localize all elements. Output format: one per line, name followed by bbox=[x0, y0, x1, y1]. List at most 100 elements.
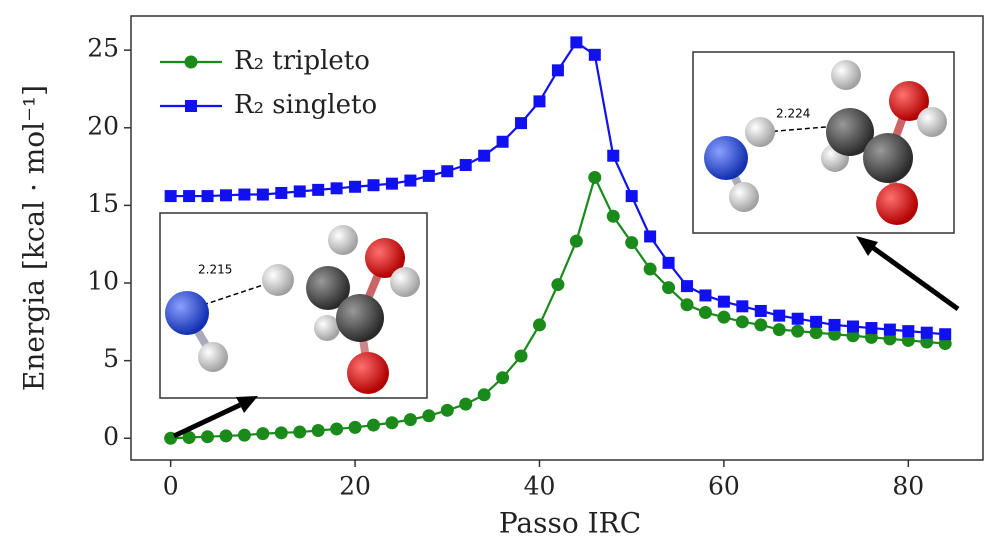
y-tick-label: 0 bbox=[103, 422, 119, 451]
y-axis-label: Energia [kcal · mol⁻¹] bbox=[18, 85, 51, 391]
marker bbox=[551, 278, 564, 291]
marker bbox=[810, 326, 823, 339]
marker bbox=[312, 424, 325, 437]
marker bbox=[718, 296, 730, 308]
marker bbox=[238, 189, 250, 201]
marker bbox=[570, 36, 582, 48]
marker bbox=[939, 328, 951, 340]
annotation: 2.215 bbox=[198, 263, 232, 277]
annotation: 2.224 bbox=[776, 107, 810, 121]
marker bbox=[588, 171, 601, 184]
marker bbox=[699, 306, 712, 319]
y-tick-label: 5 bbox=[103, 344, 119, 373]
marker bbox=[367, 419, 380, 432]
y-tick-label: 25 bbox=[87, 34, 119, 63]
marker bbox=[607, 150, 619, 162]
marker bbox=[257, 189, 269, 201]
marker bbox=[570, 235, 583, 248]
inset: 2.224 bbox=[693, 52, 954, 233]
marker bbox=[330, 422, 343, 435]
marker bbox=[662, 281, 675, 294]
marker bbox=[625, 236, 638, 249]
legend-marker bbox=[185, 56, 198, 69]
inset: 2.215 bbox=[160, 213, 427, 398]
marker bbox=[644, 263, 657, 276]
x-tick-label: 60 bbox=[708, 472, 740, 501]
marker bbox=[219, 429, 232, 442]
marker bbox=[607, 210, 620, 223]
marker bbox=[773, 310, 785, 322]
legend: R₂ tripleto R₂ singleto bbox=[160, 46, 377, 120]
marker bbox=[202, 190, 214, 202]
marker bbox=[422, 409, 435, 422]
marker bbox=[423, 170, 435, 182]
marker bbox=[459, 398, 472, 411]
marker bbox=[736, 300, 748, 312]
y-tick-label: 20 bbox=[87, 111, 119, 140]
marker bbox=[681, 298, 694, 311]
marker bbox=[589, 49, 601, 61]
marker bbox=[238, 429, 251, 442]
x-tick-label: 20 bbox=[339, 472, 371, 501]
marker bbox=[441, 165, 453, 177]
marker bbox=[386, 178, 398, 190]
marker bbox=[552, 64, 564, 76]
legend-label: R₂ tripleto bbox=[234, 46, 370, 76]
marker bbox=[331, 182, 343, 194]
marker bbox=[810, 316, 822, 328]
marker bbox=[165, 190, 177, 202]
marker bbox=[293, 426, 306, 439]
y-tick-label: 10 bbox=[87, 267, 119, 296]
marker bbox=[478, 388, 491, 401]
marker bbox=[256, 427, 269, 440]
marker bbox=[496, 371, 509, 384]
marker bbox=[349, 421, 362, 434]
marker bbox=[183, 190, 195, 202]
marker bbox=[663, 257, 675, 269]
marker bbox=[533, 318, 546, 331]
x-axis-label: Passo IRC bbox=[499, 507, 641, 540]
marker bbox=[717, 311, 730, 324]
chart: 0 20 40 60 80 0 5 10 15 20 25 2.215 2.224 R₂ tripl… bbox=[0, 0, 984, 545]
marker bbox=[441, 404, 454, 417]
marker bbox=[736, 315, 749, 328]
y-tick-label: 15 bbox=[87, 189, 119, 218]
x-tick-label: 40 bbox=[524, 472, 556, 501]
marker bbox=[755, 305, 767, 317]
marker bbox=[829, 319, 841, 331]
marker bbox=[515, 349, 528, 362]
marker bbox=[368, 179, 380, 191]
marker bbox=[478, 150, 490, 162]
marker bbox=[349, 181, 361, 193]
marker bbox=[902, 325, 914, 337]
marker bbox=[275, 426, 288, 439]
legend-label: R₂ singleto bbox=[234, 90, 377, 120]
marker bbox=[515, 117, 527, 129]
marker bbox=[865, 322, 877, 334]
marker bbox=[699, 289, 711, 301]
marker bbox=[460, 159, 472, 171]
x-tick-label: 0 bbox=[163, 472, 179, 501]
marker bbox=[294, 185, 306, 197]
marker bbox=[681, 280, 693, 292]
marker bbox=[626, 190, 638, 202]
marker bbox=[220, 189, 232, 201]
marker bbox=[533, 95, 545, 107]
x-tick-label: 80 bbox=[892, 472, 924, 501]
marker bbox=[921, 327, 933, 339]
marker bbox=[497, 136, 509, 148]
marker bbox=[773, 323, 786, 336]
marker bbox=[385, 416, 398, 429]
marker bbox=[404, 413, 417, 426]
marker bbox=[404, 175, 416, 187]
marker bbox=[884, 324, 896, 336]
legend-marker bbox=[185, 100, 197, 112]
marker bbox=[792, 313, 804, 325]
marker bbox=[644, 230, 656, 242]
marker bbox=[847, 320, 859, 332]
marker bbox=[754, 318, 767, 331]
marker bbox=[791, 325, 804, 338]
page: {"chart_data": {"type": "line", "xlabel"… bbox=[0, 0, 984, 545]
marker bbox=[201, 430, 214, 443]
marker bbox=[275, 187, 287, 199]
